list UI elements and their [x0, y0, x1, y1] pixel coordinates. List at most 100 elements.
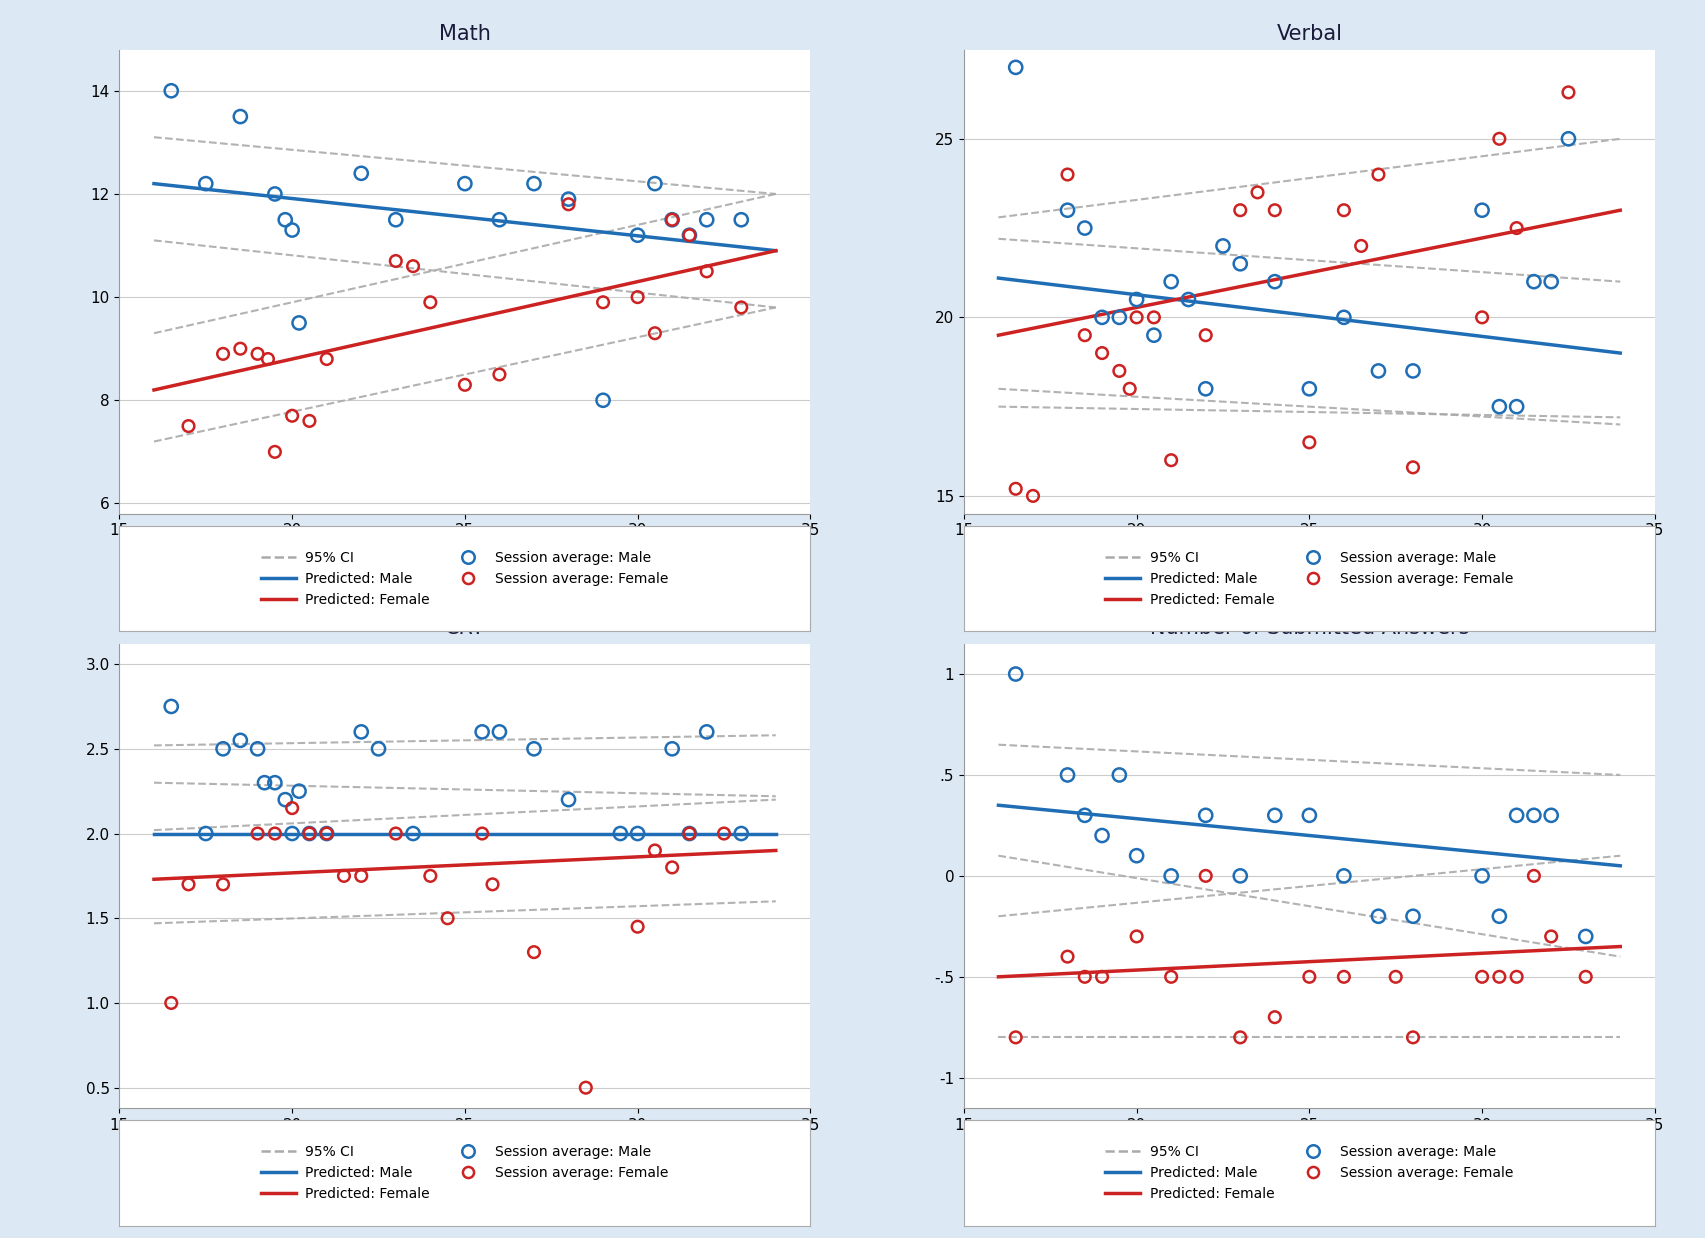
Point [1139, 307, 1166, 327]
Point [1296, 432, 1323, 452]
Point [1330, 307, 1357, 327]
Legend: 95% CI, Predicted: Male, Predicted: Female, Session average: Male, Session avera: 95% CI, Predicted: Male, Predicted: Fema… [254, 1138, 675, 1208]
Point [261, 823, 288, 843]
Point [1296, 967, 1323, 987]
Point [520, 739, 547, 759]
Point [1156, 967, 1183, 987]
Point [1226, 1028, 1253, 1047]
Point [452, 375, 479, 395]
Point [278, 406, 305, 426]
Point [1502, 967, 1529, 987]
Point [1071, 218, 1098, 238]
X-axis label: temp: temp [443, 543, 486, 562]
Point [295, 823, 322, 843]
Point [1018, 487, 1045, 506]
Point [261, 773, 288, 792]
Point [1088, 967, 1115, 987]
Point [1502, 806, 1529, 826]
Point [416, 867, 443, 886]
Point [382, 823, 409, 843]
Point [554, 189, 581, 209]
Point [331, 867, 358, 886]
Point [658, 858, 685, 878]
Point [1139, 326, 1166, 345]
Title: Number of Submitted Answers: Number of Submitted Answers [1149, 618, 1468, 638]
Point [244, 344, 271, 364]
Point [1296, 379, 1323, 399]
Point [382, 209, 409, 230]
X-axis label: temp: temp [1287, 1138, 1330, 1156]
Point [1192, 867, 1219, 886]
Point [641, 323, 668, 343]
Point [278, 799, 305, 818]
Point [210, 874, 237, 894]
Legend: 95% CI, Predicted: Male, Predicted: Female, Session average: Male, Session avera: 95% CI, Predicted: Male, Predicted: Fema… [1098, 543, 1519, 614]
Point [452, 173, 479, 193]
Point [1105, 361, 1132, 381]
Point [675, 225, 702, 245]
Point [1364, 165, 1391, 184]
Point [254, 349, 281, 369]
Point [271, 209, 298, 230]
Point [1209, 236, 1236, 256]
Point [210, 739, 237, 759]
Point [590, 390, 617, 410]
Point [1156, 451, 1183, 470]
Point [1398, 457, 1425, 477]
Point [1260, 1008, 1287, 1028]
Point [1364, 906, 1391, 926]
Point [251, 773, 278, 792]
Point [1156, 867, 1183, 886]
Point [244, 739, 271, 759]
Point [1105, 307, 1132, 327]
Point [1519, 271, 1546, 291]
Point [1115, 379, 1142, 399]
Point [675, 823, 702, 843]
Point [1296, 806, 1323, 826]
Point [285, 781, 312, 801]
Point [1553, 129, 1581, 149]
Point [1553, 83, 1581, 103]
Title: CRT: CRT [445, 618, 484, 638]
Point [285, 313, 312, 333]
Point [1572, 926, 1599, 946]
Point [709, 823, 737, 843]
Point [1502, 396, 1529, 416]
Title: Math: Math [438, 24, 491, 43]
Point [1105, 765, 1132, 785]
Point [658, 209, 685, 230]
Point [624, 225, 651, 245]
Point [348, 722, 375, 742]
Point [1398, 1028, 1425, 1047]
Point [278, 823, 305, 843]
Point [658, 209, 685, 230]
Point [728, 823, 755, 843]
Point [261, 442, 288, 462]
Point [1468, 307, 1495, 327]
Point [607, 823, 634, 843]
Point [479, 874, 506, 894]
Point [1485, 129, 1512, 149]
Point [314, 349, 341, 369]
Point [1001, 57, 1028, 77]
Point [520, 173, 547, 193]
Point [1330, 967, 1357, 987]
Point [1088, 826, 1115, 846]
Point [1468, 201, 1495, 220]
Point [416, 292, 443, 312]
Point [1502, 218, 1529, 238]
Point [176, 416, 203, 436]
Point [244, 823, 271, 843]
Point [314, 823, 341, 843]
Point [1054, 947, 1081, 967]
Point [728, 209, 755, 230]
Point [210, 344, 237, 364]
Legend: 95% CI, Predicted: Male, Predicted: Female, Session average: Male, Session avera: 95% CI, Predicted: Male, Predicted: Fema… [1098, 1138, 1519, 1208]
Point [1260, 201, 1287, 220]
Point [728, 297, 755, 317]
Point [1192, 326, 1219, 345]
Point [692, 209, 720, 230]
Point [1485, 967, 1512, 987]
Point [193, 173, 220, 193]
Point [1001, 664, 1028, 683]
